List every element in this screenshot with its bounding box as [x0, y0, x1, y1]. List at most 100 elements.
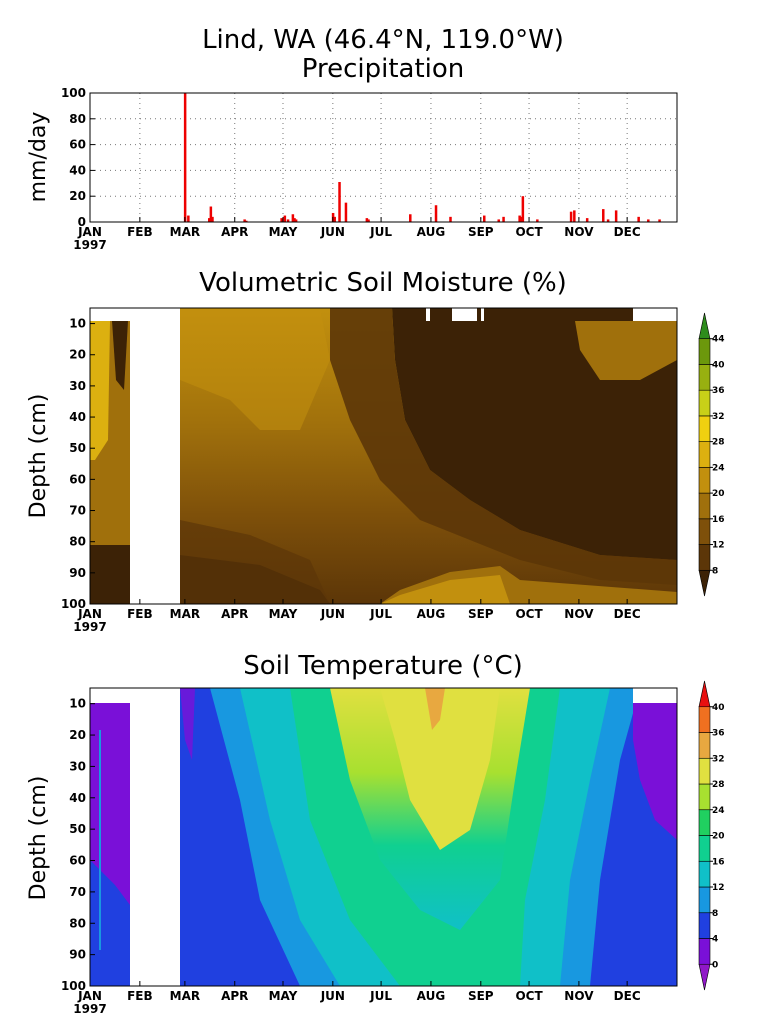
precip-bar	[286, 219, 290, 222]
precip-bar	[344, 202, 348, 222]
colorbar-segment	[698, 860, 711, 888]
y-tick-label: 80	[69, 112, 86, 126]
x-tick-label: OCT	[515, 607, 543, 621]
y-tick-label: 40	[69, 791, 86, 805]
x-tick-label: NOV	[564, 989, 594, 1003]
precip-bar	[573, 210, 576, 222]
y-tick-label: 30	[69, 379, 86, 393]
precip-bar	[409, 214, 412, 222]
colorbar-segment	[698, 312, 711, 340]
x-tick-label: DEC	[614, 607, 641, 621]
x-tick-label: JAN	[77, 989, 102, 1003]
precip-bar	[614, 210, 618, 222]
colorbar-segment	[698, 492, 711, 520]
precip-bar	[209, 206, 213, 222]
x-tick-label: JUN	[320, 607, 345, 621]
moisture-panel: 10 20 30 40 50 60 70 80 90 100 JAN FEB MAR APR MAY JUN…	[26, 307, 725, 634]
colorbar-segment	[698, 938, 711, 965]
precip-bar	[280, 218, 283, 222]
y-tick-label: 40	[69, 410, 86, 424]
colorbar-segment	[698, 706, 711, 733]
precip-plot-area	[90, 93, 677, 222]
precip-bar	[211, 216, 214, 222]
precip-bar	[187, 215, 190, 222]
colorbar-segment	[698, 680, 711, 708]
colorbar-label: 20	[712, 832, 725, 842]
x-tick-label: JUN	[320, 225, 345, 239]
y-tick-label: 60	[69, 138, 86, 152]
precip-bar	[497, 219, 500, 222]
x-tick-label: MAY	[269, 989, 298, 1003]
y-tick-label: 70	[69, 504, 86, 518]
precip-bar	[183, 93, 187, 222]
precip-bar	[434, 205, 438, 222]
colorbar-segment	[698, 963, 711, 991]
temperature-heatmap	[90, 688, 677, 986]
y-tick-label: 20	[69, 728, 86, 742]
x-tick-label: MAY	[269, 225, 298, 239]
temperature-missing-data	[130, 688, 180, 986]
precip-bar	[602, 209, 605, 222]
temperature-y-ticks: 10 20 30 40 50 60 70 80 90 100	[61, 697, 95, 993]
x-tick-label: JAN	[77, 607, 102, 621]
y-tick-label: 50	[69, 822, 86, 836]
colorbar-segment	[698, 783, 711, 811]
y-tick-label: 20	[69, 189, 86, 203]
y-tick-label: 90	[69, 948, 86, 962]
y-tick-label: 60	[69, 854, 86, 868]
x-year-label: 1997	[73, 1002, 106, 1016]
precip-bar	[338, 182, 341, 222]
colorbar-segment	[698, 338, 711, 365]
colorbar-segment	[698, 809, 711, 836]
x-tick-label: DEC	[614, 225, 641, 239]
moisture-y-ticks: 10 20 30 40 50 60 70 80 90 100	[61, 317, 95, 611]
x-tick-label: MAR	[170, 989, 200, 1003]
colorbar-segment	[698, 835, 711, 862]
precip-bar	[244, 220, 248, 222]
colorbar-label: 20	[712, 489, 725, 499]
y-tick-label: 10	[69, 697, 86, 711]
precip-bar	[606, 219, 610, 222]
precip-bar	[647, 219, 650, 222]
precip-bar	[291, 214, 295, 222]
y-tick-label: 30	[69, 759, 86, 773]
x-tick-label: OCT	[515, 225, 543, 239]
colorbar-label: 12	[712, 541, 725, 551]
x-tick-label: OCT	[515, 989, 543, 1003]
temperature-y-label: Depth (cm)	[26, 776, 51, 901]
y-tick-label: 20	[69, 348, 86, 362]
x-tick-label: APR	[221, 607, 248, 621]
precip-bar	[243, 219, 246, 222]
colorbar-segment	[698, 364, 711, 391]
y-tick-label: 100	[61, 86, 86, 100]
precip-bar	[658, 219, 661, 222]
precip-bar	[637, 216, 640, 222]
colorbar-label: 8	[712, 566, 718, 576]
precip-bar	[333, 216, 336, 222]
precip-bar	[521, 196, 525, 222]
precip-bar	[520, 216, 523, 222]
y-tick-label: 80	[69, 916, 86, 930]
precip-bar	[208, 218, 211, 222]
colorbar-label: 24	[712, 463, 725, 473]
moisture-heatmap	[90, 308, 677, 604]
colorbar-label: 40	[712, 360, 725, 370]
colorbar-label: 44	[712, 335, 725, 345]
y-tick-label: 100	[61, 597, 86, 611]
colorbar-segment	[698, 415, 711, 442]
colorbar-label: 40	[712, 703, 725, 713]
y-tick-label: 90	[69, 566, 86, 580]
x-year-label: 1997	[73, 620, 106, 634]
precip-bar	[483, 215, 486, 222]
y-tick-label: 100	[61, 979, 86, 993]
colorbar-label: 28	[712, 780, 725, 790]
colorbar-label: 8	[712, 909, 718, 919]
x-tick-label: SEP	[468, 225, 494, 239]
colorbar-label: 28	[712, 438, 725, 448]
x-tick-label: NOV	[564, 607, 594, 621]
colorbar-label: 12	[712, 883, 725, 893]
y-tick-label: 70	[69, 885, 86, 899]
moisture-y-label: Depth (cm)	[26, 394, 51, 519]
x-tick-label: AUG	[417, 989, 446, 1003]
